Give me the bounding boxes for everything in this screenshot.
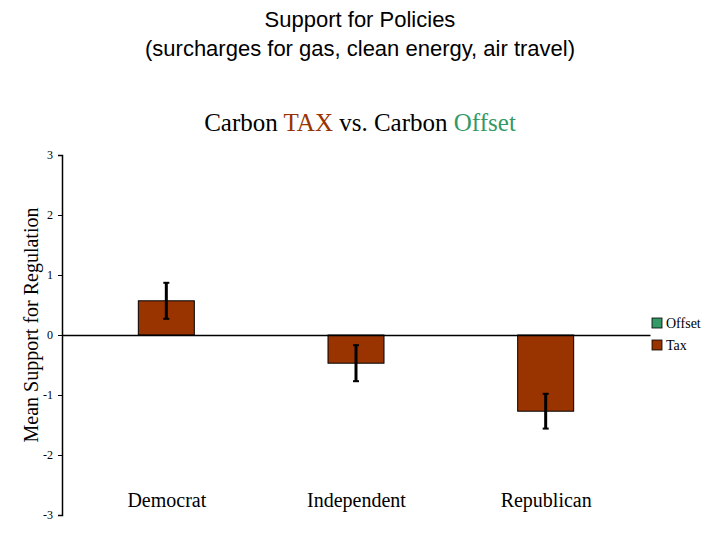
y-tick-mark	[58, 275, 62, 276]
error-bar	[543, 394, 549, 429]
y-tick-mark	[58, 215, 62, 216]
x-tick: Independent	[307, 335, 406, 512]
error-cap	[163, 318, 169, 320]
y-tick-label: -1	[43, 388, 53, 402]
y-tick-mark	[58, 155, 62, 156]
y-tick: 1	[47, 268, 62, 282]
y-axis-title: Mean Support for Regulation	[20, 208, 43, 443]
y-tick-label: 0	[47, 328, 53, 342]
subtitle-word: Offset	[448, 109, 516, 136]
plot-area	[138, 283, 573, 429]
y-tick-mark	[58, 455, 62, 456]
x-tick-label: Democrat	[127, 489, 206, 511]
error-cap	[353, 380, 359, 382]
y-tick-label: -2	[43, 448, 53, 462]
x-tick-label: Independent	[307, 489, 406, 512]
legend-entry: Tax	[652, 338, 687, 353]
legend-entry: Offset	[652, 316, 701, 331]
chart-title: Support for Policies (surcharges for gas,…	[145, 7, 575, 61]
legend-swatch	[652, 318, 662, 328]
chart: Support for Policies (surcharges for gas,…	[0, 0, 720, 540]
subtitle-word: Carbon	[204, 109, 278, 136]
y-tick-mark	[58, 335, 62, 336]
y-tick: -2	[43, 448, 62, 462]
chart-subtitle: Carbon TAX vs. Carbon Offset	[204, 109, 516, 136]
y-tick-label: 1	[47, 268, 53, 282]
x-axis: Democrat Independent Republican	[63, 335, 651, 512]
y-tick-mark	[58, 515, 62, 516]
y-tick-label: 2	[47, 208, 53, 222]
y-axis: -3 -2 -1 0 1 2 3	[43, 148, 63, 522]
y-tick: 0	[47, 328, 62, 342]
y-tick: 3	[47, 148, 62, 162]
error-stem	[355, 345, 358, 381]
title-line: (surcharges for gas, clean energy, air t…	[145, 36, 575, 61]
error-cap	[163, 282, 169, 284]
y-tick: -3	[43, 508, 62, 522]
error-bar	[353, 345, 359, 381]
error-cap	[353, 344, 359, 346]
legend-label: Tax	[666, 338, 687, 353]
subtitle-word: Carbon	[368, 109, 448, 136]
error-stem	[165, 283, 168, 319]
x-tick-label: Republican	[501, 489, 592, 512]
y-tick-label: -3	[43, 508, 53, 522]
error-bar	[163, 283, 169, 319]
legend-label: Offset	[666, 316, 701, 331]
title-line: Support for Policies	[265, 7, 456, 32]
y-tick-label: 3	[47, 148, 53, 162]
y-tick: 2	[47, 208, 62, 222]
error-cap	[543, 393, 549, 395]
y-tick: -1	[43, 388, 62, 402]
x-axis-line	[63, 335, 651, 337]
error-stem	[544, 394, 547, 429]
legend: Offset Tax	[652, 316, 701, 353]
error-cap	[543, 428, 549, 430]
legend-swatch	[652, 340, 662, 350]
subtitle-word: TAX	[278, 109, 333, 136]
subtitle-word: vs.	[333, 109, 368, 136]
x-tick: Republican	[501, 335, 592, 512]
y-tick-mark	[58, 395, 62, 396]
x-tick: Democrat	[127, 335, 206, 511]
y-axis-line	[58, 156, 63, 516]
